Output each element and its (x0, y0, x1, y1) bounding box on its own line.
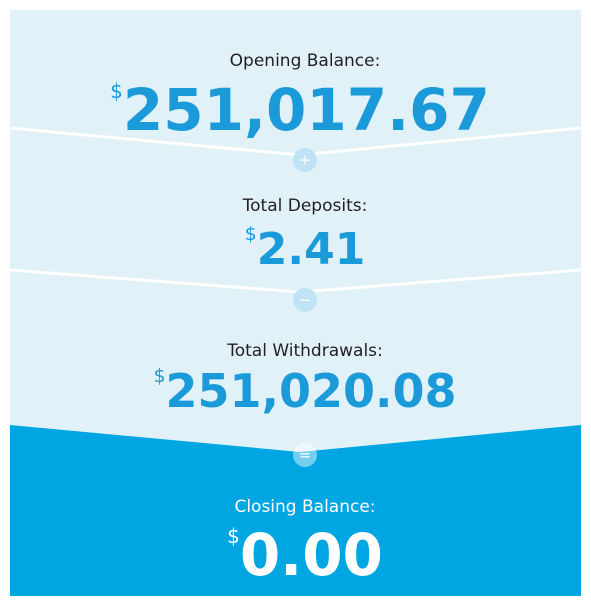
operator-circle (293, 148, 317, 172)
operator-circle (293, 288, 317, 312)
currency: $ (227, 524, 240, 548)
label: Total Withdrawals: (226, 341, 383, 361)
section: Total Deposits: $2.41 (242, 196, 368, 275)
currency: $ (245, 223, 257, 245)
operator: + (299, 151, 312, 169)
amount-line: $0.00 (227, 521, 383, 589)
amount: 251,017.67 (123, 76, 490, 144)
section: Opening Balance: $251,017.67 (110, 51, 490, 144)
label: Closing Balance: (234, 497, 375, 517)
operator: − (299, 291, 312, 309)
closing-background (10, 425, 581, 596)
operator-circle (293, 443, 317, 467)
amount: 251,020.08 (166, 364, 457, 418)
amount: 0.00 (240, 521, 383, 589)
amount-line: $251,017.67 (110, 76, 490, 144)
label: Opening Balance: (230, 51, 381, 71)
amount-line: $2.41 (245, 223, 366, 275)
section: Closing Balance: $0.00 (227, 497, 383, 589)
section: Total Withdrawals: $251,020.08 (153, 341, 456, 418)
currency: $ (110, 79, 123, 103)
label: Total Deposits: (242, 196, 368, 216)
amount: 2.41 (257, 224, 366, 275)
currency: $ (153, 365, 165, 387)
operator: = (299, 446, 312, 464)
amount-line: $251,020.08 (153, 364, 456, 418)
